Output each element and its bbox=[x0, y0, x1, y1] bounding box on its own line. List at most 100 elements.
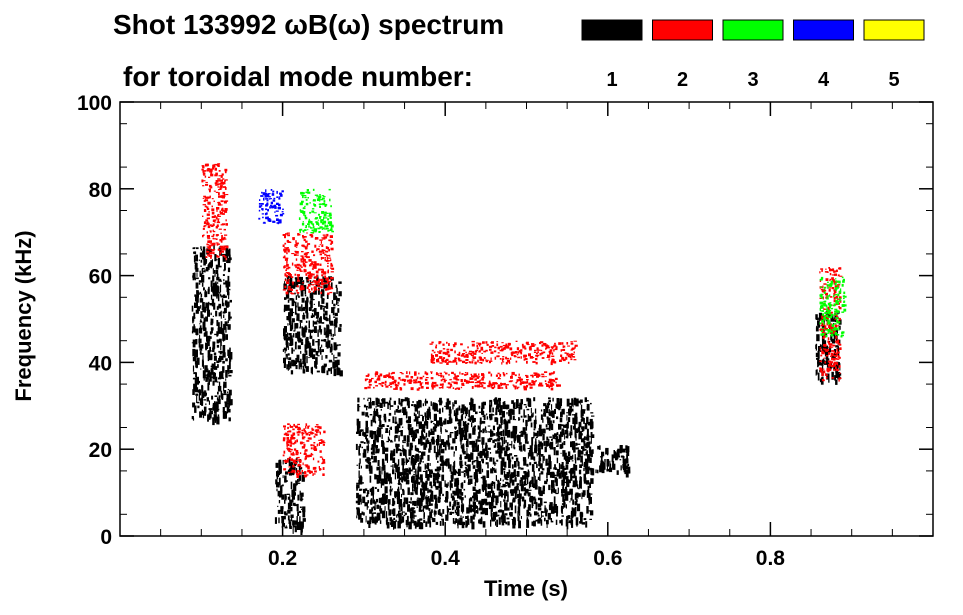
spectral-point bbox=[831, 364, 835, 368]
spectral-point bbox=[303, 253, 307, 255]
spectral-point bbox=[427, 454, 430, 461]
spectral-point bbox=[562, 424, 566, 428]
spectral-point bbox=[452, 402, 454, 410]
spectral-point bbox=[416, 376, 419, 380]
spectral-point bbox=[195, 328, 199, 335]
spectral-point bbox=[223, 326, 227, 330]
spectral-point bbox=[518, 513, 521, 516]
spectral-point bbox=[384, 380, 387, 384]
spectral-point bbox=[282, 244, 285, 247]
spectral-point bbox=[389, 488, 392, 496]
spectral-point bbox=[290, 292, 293, 294]
spectral-point bbox=[296, 431, 300, 434]
spectral-point bbox=[321, 457, 324, 460]
spectral-point bbox=[551, 352, 553, 354]
spectral-point bbox=[833, 273, 837, 276]
spectral-point bbox=[370, 419, 373, 427]
spectral-point bbox=[216, 164, 219, 166]
spectral-point bbox=[580, 482, 582, 489]
spectral-point bbox=[586, 442, 590, 445]
spectral-point bbox=[466, 507, 470, 514]
spectral-point bbox=[431, 388, 434, 390]
spectral-point bbox=[414, 500, 417, 506]
spectral-point bbox=[194, 356, 197, 365]
spectral-point bbox=[536, 430, 539, 437]
spectral-point bbox=[508, 361, 511, 364]
spectral-point bbox=[485, 360, 488, 363]
spectral-point bbox=[815, 352, 818, 358]
spectral-point bbox=[482, 374, 485, 378]
spectral-point bbox=[588, 466, 590, 471]
spectral-point bbox=[299, 490, 301, 496]
spectral-point bbox=[549, 349, 553, 352]
spectral-point bbox=[322, 249, 326, 251]
spectral-point bbox=[294, 301, 297, 306]
spectral-point bbox=[392, 371, 395, 374]
spectral-point bbox=[548, 514, 550, 520]
spectral-point bbox=[834, 352, 839, 355]
spectral-point bbox=[454, 521, 456, 525]
spectral-point bbox=[423, 485, 425, 494]
spectral-point bbox=[524, 347, 527, 350]
spectral-point bbox=[429, 511, 433, 518]
spectral-point bbox=[448, 361, 451, 363]
spectral-point bbox=[613, 451, 617, 459]
spectral-point bbox=[460, 492, 464, 496]
spectral-point bbox=[286, 239, 289, 243]
spectral-point bbox=[562, 450, 566, 457]
spectral-point bbox=[548, 412, 552, 416]
spectral-point bbox=[328, 359, 333, 363]
spectral-point bbox=[227, 283, 229, 292]
spectral-point bbox=[398, 435, 400, 442]
spectral-point bbox=[330, 360, 332, 363]
spectral-point bbox=[456, 378, 460, 381]
spectral-point bbox=[443, 380, 446, 383]
spectral-point bbox=[392, 377, 395, 380]
spectral-point bbox=[389, 382, 392, 386]
spectral-point bbox=[206, 341, 210, 347]
spectral-point bbox=[561, 472, 565, 478]
spectral-point bbox=[195, 277, 199, 280]
spectral-point bbox=[534, 432, 537, 436]
spectral-point bbox=[281, 484, 284, 487]
spectral-point bbox=[328, 248, 330, 252]
spectral-point bbox=[204, 269, 206, 273]
spectral-point bbox=[438, 399, 440, 403]
spectral-point bbox=[528, 449, 532, 457]
spectral-point bbox=[508, 458, 510, 463]
spectral-point bbox=[203, 195, 206, 198]
spectral-point bbox=[526, 509, 529, 517]
spectral-point bbox=[461, 471, 465, 473]
spectral-point bbox=[395, 416, 397, 423]
spectral-point bbox=[290, 434, 294, 437]
spectral-point bbox=[450, 446, 454, 450]
spectral-point bbox=[537, 476, 540, 480]
spectral-point bbox=[316, 249, 318, 252]
spectral-point bbox=[282, 256, 285, 259]
spectral-point bbox=[453, 404, 455, 407]
spectral-point bbox=[428, 442, 432, 450]
spectral-point bbox=[424, 496, 426, 500]
spectral-point bbox=[490, 383, 494, 387]
spectral-point bbox=[480, 362, 483, 364]
spectral-point bbox=[492, 490, 495, 496]
spectral-point bbox=[416, 423, 418, 427]
spectral-point bbox=[410, 492, 414, 496]
spectral-point bbox=[574, 507, 577, 514]
spectral-point bbox=[586, 420, 588, 422]
spectral-point bbox=[287, 515, 290, 521]
spectral-point bbox=[545, 405, 549, 414]
spectral-point bbox=[382, 398, 386, 404]
spectral-point bbox=[556, 432, 559, 436]
spectral-point bbox=[219, 210, 221, 214]
spectral-point bbox=[419, 400, 422, 408]
spectral-point bbox=[390, 373, 393, 375]
spectral-point bbox=[297, 345, 301, 350]
spectral-point bbox=[305, 277, 308, 280]
spectral-point bbox=[302, 442, 305, 444]
spectral-point bbox=[816, 334, 820, 342]
spectral-point bbox=[227, 281, 231, 287]
spectral-point bbox=[402, 490, 405, 496]
spectral-point bbox=[406, 472, 409, 475]
spectral-point bbox=[477, 467, 479, 472]
